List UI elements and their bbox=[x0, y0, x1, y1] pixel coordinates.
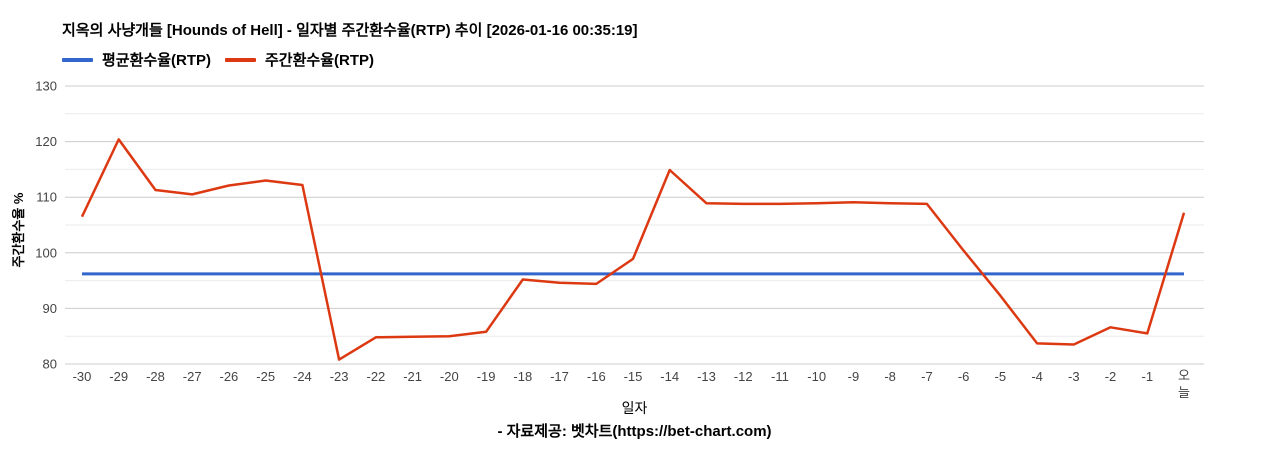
x-tick-label: -20 bbox=[440, 369, 459, 384]
x-tick-label: -27 bbox=[183, 369, 202, 384]
y-tick-label: 80 bbox=[43, 357, 57, 372]
x-tick-label: -3 bbox=[1068, 369, 1080, 384]
x-tick-label: -1 bbox=[1142, 369, 1154, 384]
x-tick-label: -19 bbox=[477, 369, 496, 384]
x-tick-label: 오 bbox=[1178, 368, 1190, 383]
x-tick-label: -29 bbox=[109, 369, 128, 384]
legend: 평균환수율(RTP) 주간환수율(RTP) bbox=[62, 49, 374, 70]
y-tick-label: 90 bbox=[43, 301, 57, 316]
legend-label-weekly: 주간환수율(RTP) bbox=[265, 52, 374, 69]
x-tick-label: -6 bbox=[958, 369, 970, 384]
y-tick-label: 100 bbox=[35, 245, 57, 260]
x-tick-label: -13 bbox=[697, 369, 716, 384]
x-tick-label: -12 bbox=[734, 369, 753, 384]
x-tick-label: -16 bbox=[587, 369, 606, 384]
x-tick-label: -11 bbox=[771, 369, 789, 384]
x-tick-label: 늘 bbox=[1178, 385, 1190, 400]
x-tick-label: -23 bbox=[330, 369, 349, 384]
x-tick-label: -18 bbox=[513, 369, 532, 384]
source-credit: - 자료제공: 벳차트(https://bet-chart.com) bbox=[497, 423, 772, 440]
x-tick-label: -4 bbox=[1031, 369, 1043, 384]
x-tick-label: -30 bbox=[73, 369, 92, 384]
x-tick-label: -10 bbox=[807, 369, 826, 384]
y-tick-label: 110 bbox=[36, 190, 57, 205]
y-tick-label: 120 bbox=[35, 134, 57, 149]
chart-title: 지옥의 사냥개들 [Hounds of Hell] - 일자별 주간환수율(RT… bbox=[62, 22, 638, 39]
x-tick-label: -8 bbox=[884, 369, 896, 384]
x-axis-title: 일자 bbox=[621, 400, 648, 416]
legend-label-average: 평균환수율(RTP) bbox=[102, 52, 211, 69]
weekly-rtp-line[interactable] bbox=[80, 138, 1186, 361]
x-tick-label: -14 bbox=[660, 369, 679, 384]
legend-item-average[interactable]: 평균환수율(RTP) bbox=[62, 49, 211, 70]
x-tick-label: -9 bbox=[848, 369, 860, 384]
average-line-swatch-icon bbox=[62, 57, 93, 62]
x-tick-label: -17 bbox=[550, 369, 569, 384]
x-tick-label: -2 bbox=[1105, 369, 1117, 384]
x-tick-label: -22 bbox=[367, 369, 386, 384]
legend-item-weekly[interactable]: 주간환수율(RTP) bbox=[225, 49, 374, 70]
x-tick-label: -26 bbox=[220, 369, 239, 384]
x-tick-label: -21 bbox=[403, 369, 422, 384]
x-tick-label: -7 bbox=[921, 369, 933, 384]
x-tick-label: -24 bbox=[293, 369, 312, 384]
x-tick-label: -15 bbox=[624, 369, 643, 384]
x-tick-label: -25 bbox=[256, 369, 275, 384]
x-tick-label: -5 bbox=[995, 369, 1007, 384]
y-tick-label: 130 bbox=[35, 79, 57, 94]
weekly-line-swatch-icon bbox=[225, 57, 256, 62]
x-tick-label: -28 bbox=[146, 369, 165, 384]
